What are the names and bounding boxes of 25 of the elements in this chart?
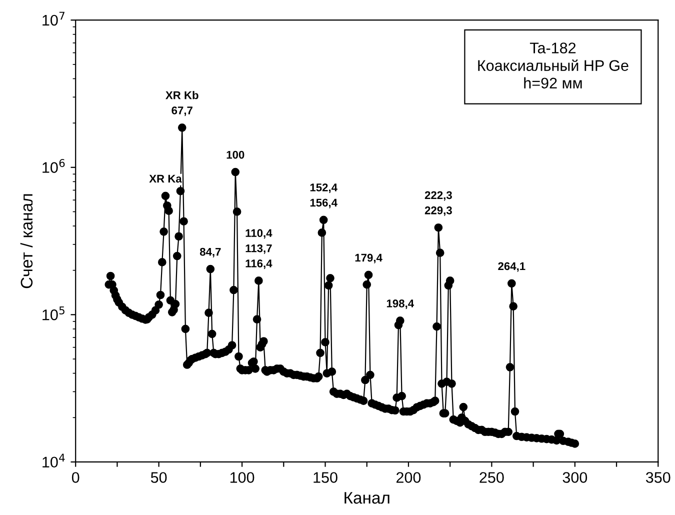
- y-tick-label: 10$^{5}$: [42, 306, 64, 320]
- x-axis-title: Канал: [344, 492, 390, 504]
- annotation: 264,1: [498, 262, 526, 272]
- annotation: 84,7: [200, 248, 221, 258]
- annotation: Ta-182 Коаксиальный HP Ge h=92 мм: [478, 42, 628, 89]
- x-tick-label: 50: [150, 472, 167, 483]
- x-tick-label: 200: [396, 472, 421, 483]
- annotation: XR Kb 67,7: [166, 91, 198, 116]
- annotation: 179,4: [355, 254, 382, 264]
- annotation: 100: [226, 150, 244, 159]
- annotation: XR Ka: [149, 174, 182, 183]
- y-tick-label: 10$^{4}$: [42, 454, 65, 468]
- x-tick-label: 300: [562, 472, 588, 483]
- x-tick-label: 250: [480, 472, 504, 483]
- annotation: 152,4 156,4: [310, 184, 338, 208]
- annotation: 222,3 229,3: [424, 191, 452, 216]
- annotation: 198,4: [386, 300, 414, 309]
- x-tick-label: 100: [230, 472, 254, 483]
- x-tick-label: 150: [314, 472, 338, 483]
- x-tick-label: 0: [72, 472, 80, 483]
- y-tick-label: 10$^{6}$: [42, 159, 65, 173]
- annotation: 110,4 113,7 116,4: [246, 229, 272, 270]
- y-tick-label: 10$^{7}$: [42, 12, 64, 26]
- y-axis-title: Счет / канал: [20, 194, 33, 288]
- x-tick-label: 350: [646, 472, 670, 483]
